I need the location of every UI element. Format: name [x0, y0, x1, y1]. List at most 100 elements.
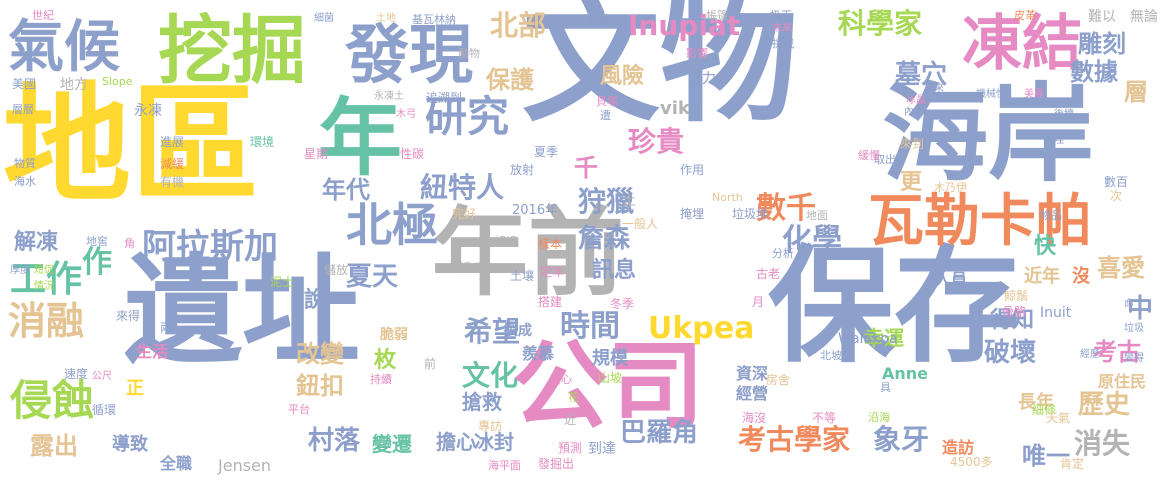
word: 發現: [345, 19, 473, 93]
word: Inupiat: [628, 9, 741, 42]
word: 情況: [34, 281, 54, 292]
word: 墓穴: [895, 60, 948, 90]
word: 永凍: [134, 103, 162, 119]
word: 風險: [600, 64, 645, 89]
word: 得知: [990, 308, 1035, 333]
word: 唯一: [1022, 442, 1070, 470]
word: 數千: [756, 191, 816, 226]
word: 細條: [1032, 403, 1057, 417]
word: 近: [564, 413, 577, 427]
word: 內容: [904, 107, 924, 118]
word: 掩埋: [680, 207, 705, 221]
word: 機械性: [976, 89, 1006, 100]
word: 具: [880, 381, 891, 394]
word: 完好: [452, 207, 477, 221]
word: 2016年: [512, 203, 559, 218]
word: 速度: [64, 367, 89, 381]
word: 平台: [288, 403, 310, 416]
word: 破壞: [984, 338, 1037, 368]
word: 扔下: [770, 9, 792, 22]
word: 詹森: [578, 224, 631, 254]
word: 無論: [1130, 9, 1158, 25]
word: 冰封: [474, 430, 514, 454]
word: 鈕扣: [296, 372, 344, 400]
word: 減緩: [160, 157, 185, 171]
word: 人員: [935, 270, 968, 289]
word: 侵蝕: [10, 376, 95, 425]
word: 專訪: [478, 419, 503, 433]
word: 有機: [160, 175, 185, 189]
word: 遺產: [460, 261, 485, 275]
word: 樣本: [538, 237, 563, 251]
word: 說: [304, 288, 327, 313]
word: 兩: [160, 321, 173, 335]
word: 緩慢: [858, 149, 880, 162]
word: 美國: [12, 77, 37, 91]
word: 凍結: [962, 9, 1082, 79]
word: 鯨鬚: [1004, 289, 1029, 303]
word: 珍貴: [628, 125, 685, 158]
word: 長年: [1018, 392, 1054, 413]
word: Jensen: [218, 456, 272, 475]
word: 海水: [14, 175, 36, 188]
word: 骨骼: [1002, 305, 1027, 319]
word: 後續: [1054, 109, 1074, 120]
word: 北坡: [820, 349, 842, 362]
word: 層層: [12, 103, 34, 116]
word: 紐特人: [420, 171, 505, 204]
word: 海岸: [882, 73, 1094, 196]
word: 冬季: [610, 297, 635, 311]
word: 搭建: [538, 295, 563, 309]
word: 數據: [1070, 58, 1118, 86]
word: 海沒: [742, 411, 767, 425]
word: 幸運: [864, 326, 904, 350]
word: 厚度: [10, 265, 30, 276]
word: 考古學家: [738, 423, 851, 456]
word: 循環: [92, 403, 117, 417]
word: 更: [900, 170, 923, 195]
word: 公尺: [92, 371, 112, 382]
word: 枚: [374, 348, 397, 373]
word: 房舍: [766, 373, 791, 387]
word: 保存: [768, 233, 1020, 380]
word: 奮力: [688, 71, 716, 87]
word: 憂心: [550, 373, 572, 386]
word: 作用: [680, 163, 705, 177]
word: 生活: [136, 342, 169, 361]
word: 快: [1034, 234, 1057, 259]
word: 經營: [736, 384, 769, 403]
word: 層: [1124, 78, 1148, 106]
word: 資深: [736, 364, 769, 383]
word: 角: [124, 237, 135, 250]
word: 前: [424, 357, 437, 371]
word: vik: [660, 98, 690, 119]
word: 中: [1127, 294, 1154, 324]
word: Anne: [882, 364, 929, 383]
word: 消融: [8, 299, 85, 343]
word: 消失: [1074, 427, 1131, 460]
word: 來得: [116, 309, 141, 323]
word: 地窖: [86, 235, 108, 248]
word: 擔心: [436, 430, 476, 454]
word: 貝塚: [596, 95, 618, 108]
word: 導致: [112, 434, 148, 455]
word: 雕刻: [1078, 30, 1126, 58]
word: 難以: [1088, 9, 1116, 25]
word: 一般人: [622, 217, 659, 231]
word: 考古: [1093, 338, 1141, 366]
word: 象牙: [873, 423, 930, 456]
word: 海平面: [488, 459, 521, 472]
word: 脆弱: [380, 327, 408, 343]
word: Slope: [102, 75, 133, 88]
word: 天氣: [1046, 411, 1071, 425]
word: 沿海: [868, 411, 890, 424]
word: 土地: [376, 13, 396, 24]
word: 年前: [432, 197, 624, 309]
word: 埋: [1054, 135, 1064, 146]
word: 永凍土: [374, 91, 404, 102]
word: 北部: [490, 9, 547, 42]
word: 動物: [458, 47, 480, 60]
word: 沒: [1072, 266, 1090, 287]
word: Walakpa: [838, 331, 898, 347]
